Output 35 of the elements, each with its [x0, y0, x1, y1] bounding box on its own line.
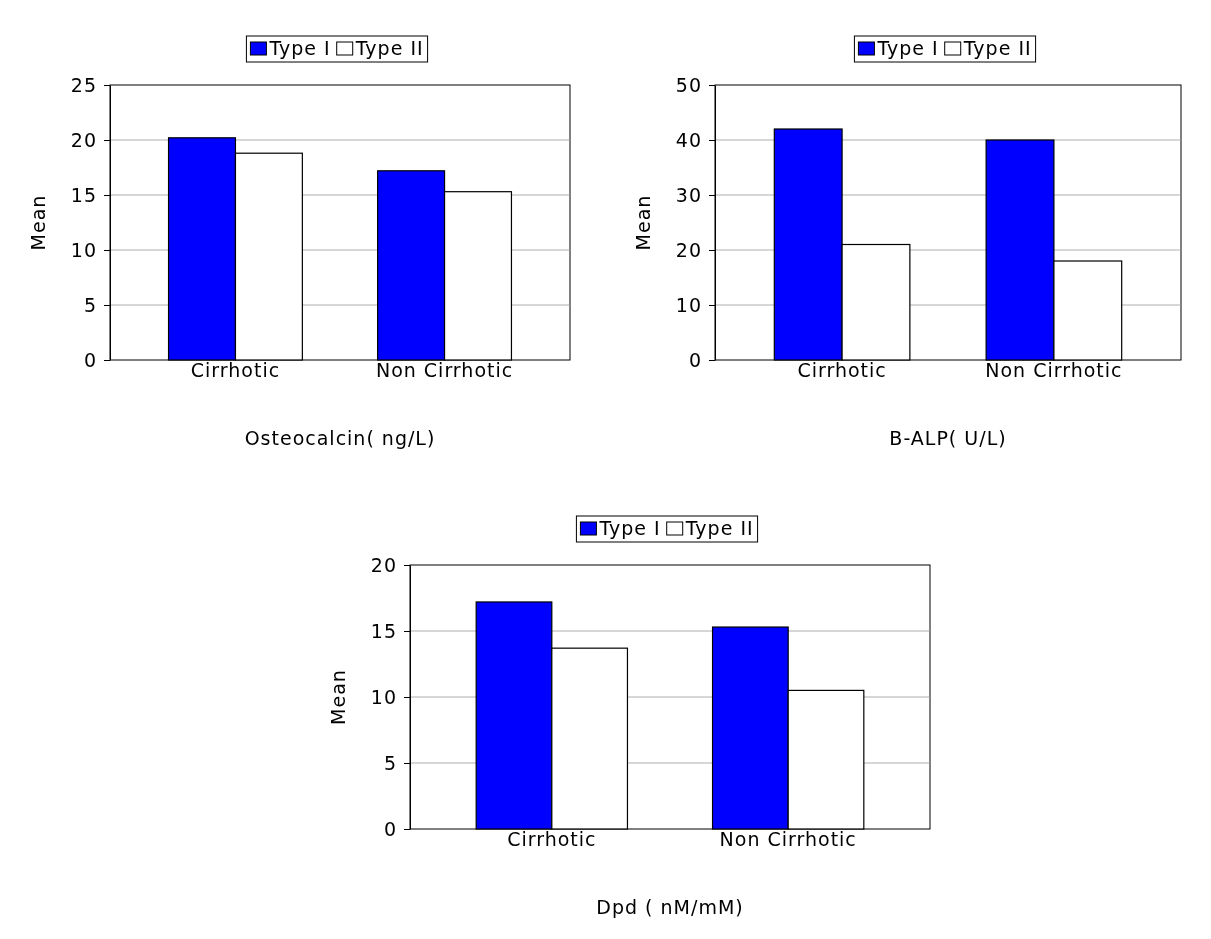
x-tick-label: Cirrhotic	[190, 359, 281, 381]
y-tick-label: 20	[370, 553, 397, 576]
y-tick-label: 30	[675, 183, 702, 206]
legend-label: Type II	[684, 517, 754, 539]
x-tick-label: Cirrhotic	[797, 359, 887, 381]
y-tick-label: 20	[70, 128, 97, 151]
legend-label: Type II	[962, 37, 1032, 59]
y-axis-title: Mean	[27, 194, 49, 251]
legend-label: Type I	[876, 37, 939, 59]
y-tick-label: 20	[675, 238, 702, 261]
y-tick-label: 25	[70, 73, 97, 96]
y-tick-label: 15	[370, 619, 397, 642]
y-tick-label: 5	[383, 751, 397, 774]
legend-label: Type II	[354, 37, 424, 59]
y-tick-label: 0	[688, 348, 702, 371]
y-tick-label: 50	[675, 73, 702, 96]
x-axis-title: B-ALP( U/L)	[889, 427, 1007, 449]
y-tick-label: 10	[70, 238, 97, 261]
y-axis-title: Mean	[632, 194, 654, 251]
x-axis-title: Dpd ( nM/mM)	[596, 896, 744, 918]
legend-label: Type I	[268, 37, 331, 59]
x-tick-label: Non Cirrhotic	[985, 359, 1123, 381]
y-tick-label: 10	[675, 293, 702, 316]
x-tick-label: Cirrhotic	[507, 828, 597, 850]
x-tick-label: Non Cirrhotic	[375, 359, 514, 381]
x-axis-title: Osteocalcin( ng/L)	[244, 427, 436, 449]
y-tick-label: 0	[383, 817, 397, 840]
y-tick-label: 10	[370, 685, 397, 708]
y-tick-label: 0	[83, 348, 97, 371]
legend-label: Type I	[598, 517, 661, 539]
y-tick-label: 15	[70, 183, 97, 206]
y-axis-title: Mean	[327, 669, 349, 725]
y-tick-label: 40	[675, 128, 702, 151]
x-tick-label: Non Cirrhotic	[719, 828, 857, 850]
y-tick-label: 5	[83, 293, 97, 316]
